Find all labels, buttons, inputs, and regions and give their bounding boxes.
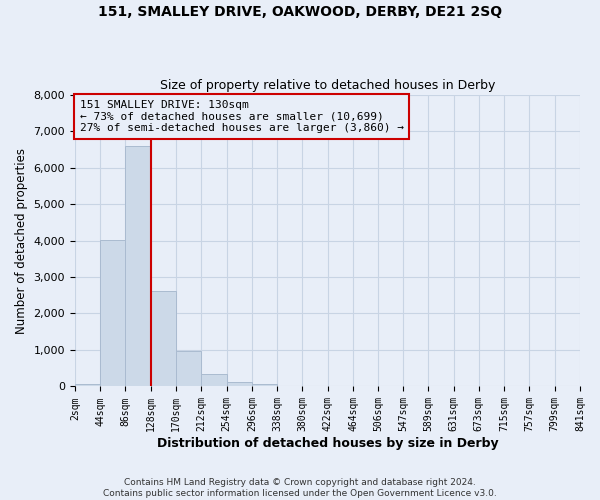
Bar: [176, 352, 202, 386]
Text: 151, SMALLEY DRIVE, OAKWOOD, DERBY, DE21 2SQ: 151, SMALLEY DRIVE, OAKWOOD, DERBY, DE21…: [98, 5, 502, 19]
Bar: [227, 382, 252, 386]
Bar: [151, 291, 176, 386]
Text: Contains HM Land Registry data © Crown copyright and database right 2024.
Contai: Contains HM Land Registry data © Crown c…: [103, 478, 497, 498]
Bar: [202, 374, 227, 386]
Bar: [100, 240, 125, 386]
Bar: [125, 146, 151, 386]
X-axis label: Distribution of detached houses by size in Derby: Distribution of detached houses by size …: [157, 437, 498, 450]
Bar: [252, 384, 277, 386]
Text: 151 SMALLEY DRIVE: 130sqm
← 73% of detached houses are smaller (10,699)
27% of s: 151 SMALLEY DRIVE: 130sqm ← 73% of detac…: [80, 100, 404, 133]
Title: Size of property relative to detached houses in Derby: Size of property relative to detached ho…: [160, 79, 495, 92]
Bar: [75, 384, 100, 386]
Y-axis label: Number of detached properties: Number of detached properties: [15, 148, 28, 334]
